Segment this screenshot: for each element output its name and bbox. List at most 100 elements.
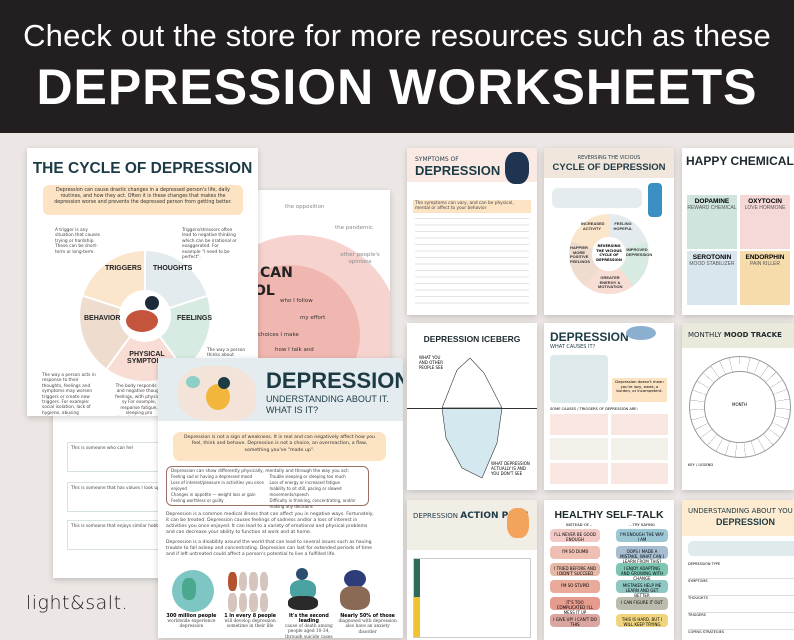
outer-label: other people's opinions — [340, 252, 380, 265]
thumb-title: DEPRESSION — [415, 163, 501, 178]
thumb-title: CYCLE OF DEPRESSION — [552, 162, 666, 173]
symptom-list — [415, 214, 529, 304]
stat-body: will develop depression sometime in thei… — [224, 619, 276, 630]
banner-title: DEPRESSION WORKSHEETS — [36, 59, 758, 115]
thumb-subtitle: WHAT CAUSES IT? — [550, 344, 596, 350]
stat-body: worldwide experience depression — [167, 619, 216, 630]
people-icon-grid — [228, 572, 268, 612]
segment-label-physical: PHYSICAL SYMPTOMS — [127, 351, 167, 365]
support-row: This is someone that has values I look u… — [67, 482, 193, 512]
causes-list-title: SOME CAUSES / TRIGGERS OF DEPRESSION ARE… — [550, 407, 638, 411]
col-header: ...TRY SAYING — [629, 522, 655, 527]
inner-label: who I follow — [280, 298, 313, 304]
chem-box-oxytocin: OXYTOCIN LOVE HORMONE — [740, 195, 790, 249]
stat-head: 300 million people — [166, 614, 217, 619]
symptom-item: Difficulty in thinking, concentrating, a… — [269, 498, 356, 510]
thumb-title: DEPRESSION — [550, 330, 629, 344]
symptom-item: Feeling sad or having a depressed mood — [171, 474, 253, 480]
instead-item: I GIVE UP! I CAN'T DO THIS — [550, 614, 600, 627]
globe-icon — [172, 570, 214, 612]
field-label: TRIGGERS — [688, 613, 794, 630]
reversing-segment-label: FEELING HOPEFUL — [613, 221, 633, 231]
thumb-pretitle: MONTHLY — [688, 331, 722, 339]
chem-box-dopamine: DOPAMINE REWARD CHEMICAL — [687, 195, 737, 249]
thumb-pretitle: REVERSING THE VICIOUS — [577, 155, 641, 161]
causes-thumbnail: DEPRESSION WHAT CAUSES IT? Depression do… — [544, 323, 674, 490]
iceberg-bottom-label: WHAT DEPRESSION ACTUALLY IS AND YOU DON'… — [491, 461, 530, 476]
support-row: This is someone that enjoys similar hobb — [67, 520, 193, 550]
sad-man-illustration — [286, 568, 322, 612]
control-title: CAN — [260, 265, 293, 281]
trigger-note: A trigger is any situation that causes t… — [55, 228, 101, 255]
segment-label-triggers: TRIGGERS — [105, 265, 142, 272]
support-row: This is someone who can hel — [67, 442, 193, 472]
stats-row: 300 million people worldwide experience d… — [162, 614, 397, 638]
try-column: I'M ENOUGH THE WAY I AM OOPS I MADE A MI… — [616, 529, 668, 627]
cycle-title: THE CYCLE OF DEPRESSION — [32, 160, 253, 177]
fields: DEPRESSION TYPE SYMPTOMS THOUGHTS TRIGGE… — [688, 562, 794, 640]
iceberg-drawing — [442, 358, 502, 479]
chem-name: OXYTOCIN — [748, 198, 782, 205]
outer-label: the opposition — [285, 204, 325, 210]
reversing-segment-label: HAPPIER MORE POSITIVE FEELINGS — [570, 245, 591, 264]
banner: Check out the store for more resources s… — [0, 0, 794, 133]
symptom-item: Changes in appetite — weight loss or gai… — [171, 492, 256, 498]
action-table — [413, 558, 531, 638]
intro-box — [552, 188, 642, 208]
field-label: DEPRESSION TYPE — [688, 562, 794, 579]
thumb-title: MOOD TRACKE — [723, 331, 782, 339]
causes-note: Depression doesn't mean you're lazy, wea… — [612, 378, 667, 402]
thumb-title: HAPPY CHEMICAL — [686, 154, 794, 168]
symptom-item: Loss of energy or increased fatigue — [269, 480, 341, 486]
col-header: INSTEAD OF... — [566, 522, 592, 527]
person-illustration — [126, 310, 158, 332]
chem-name: SEROTONIN — [692, 254, 732, 261]
try-item: I'M ENOUGH THE WAY I AM — [616, 529, 668, 542]
reversing-cycle-thumbnail: REVERSING THE VICIOUS CYCLE OF DEPRESSIO… — [544, 148, 674, 315]
cloud-icon — [626, 326, 656, 340]
chem-sub: LOVE HORMONE — [744, 205, 786, 211]
chem-name: ENDORPHIN — [745, 254, 785, 261]
month-label: MONTH — [732, 402, 748, 407]
stat: It's the second leading cause of death am… — [280, 614, 339, 638]
chem-box-endorphin: ENDORPHIN PAIN KILLER — [740, 251, 790, 305]
light-and-salt-logo: light&salt. — [26, 592, 129, 614]
stat-head: 1 in every 8 people — [224, 614, 277, 619]
inner-label: choices I make — [258, 332, 299, 338]
stat: 300 million people worldwide experience d… — [162, 614, 221, 638]
try-item: I ENJOY ADAPTING AND GROWING WITH CHANGE — [616, 563, 668, 581]
thumb-pretitle: DEPRESSION — [413, 512, 459, 520]
stat: Nearly 50% of those diagnosed with depres… — [338, 614, 397, 638]
thumb-title: DEPRESSION — [716, 517, 776, 527]
intro-box — [688, 541, 794, 556]
person-illustration — [648, 183, 662, 217]
iceberg-thumbnail: DEPRESSION ICEBERG WHAT YOU AND OTHER PE… — [407, 323, 537, 490]
understanding-subtitle: UNDERSTANDING ABOUT IT. WHAT IS IT? — [266, 394, 389, 415]
control-title: OL — [254, 283, 275, 299]
iceberg-top-label: WHAT YOU AND OTHER PEOPLE SEE — [419, 355, 444, 370]
understanding-callout: Depression is not a sign of weakness. It… — [173, 432, 386, 461]
symptom-intro: Depression can show differently physical… — [171, 469, 350, 474]
self-talk-thumbnail: HEALTHY SELF-TALK INSTEAD OF... ...TRY S… — [544, 500, 674, 640]
instead-item: IT'S TOO COMPLICATED I'LL MESS IT UP — [550, 597, 600, 615]
try-item: OOPS I MADE A MISTAKE, WHAT CAN I LEARN … — [616, 546, 668, 564]
legend-label: KEY / LEGEND — [688, 463, 714, 467]
reversing-wheel — [569, 214, 649, 294]
chem-sub: PAIN KILLER — [750, 261, 780, 267]
thoughts-note: Triggers/stressors often lead to negativ… — [182, 228, 237, 261]
chem-sub: MOOD STABILIZER — [689, 261, 735, 267]
happy-chemicals-thumbnail: HAPPY CHEMICAL DOPAMINE REWARD CHEMICAL O… — [682, 148, 794, 315]
understanding-your-depression-thumbnail: UNDERSTANDING ABOUT YOU DEPRESSION DEPRE… — [682, 500, 794, 640]
chem-sub: REWARD CHEMICAL — [687, 205, 737, 211]
segment-label-feelings: FEELINGS — [177, 315, 213, 322]
person-illustration — [507, 508, 529, 538]
inner-label: my effort — [300, 315, 326, 321]
sitting-person-illustration — [178, 366, 256, 421]
instead-item: I'M SO DUMB — [550, 546, 600, 559]
field-label: SYMPTOMS — [688, 579, 794, 596]
instead-item: I TRIED BEFORE AND I DIDN'T SUCCEED — [550, 563, 600, 576]
mood-wheel — [689, 356, 791, 458]
thumb-pretitle: SYMPTOMS OF — [415, 156, 459, 163]
thumb-title: DEPRESSION ICEBERG — [423, 334, 521, 344]
field-label: THOUGHTS — [688, 596, 794, 613]
